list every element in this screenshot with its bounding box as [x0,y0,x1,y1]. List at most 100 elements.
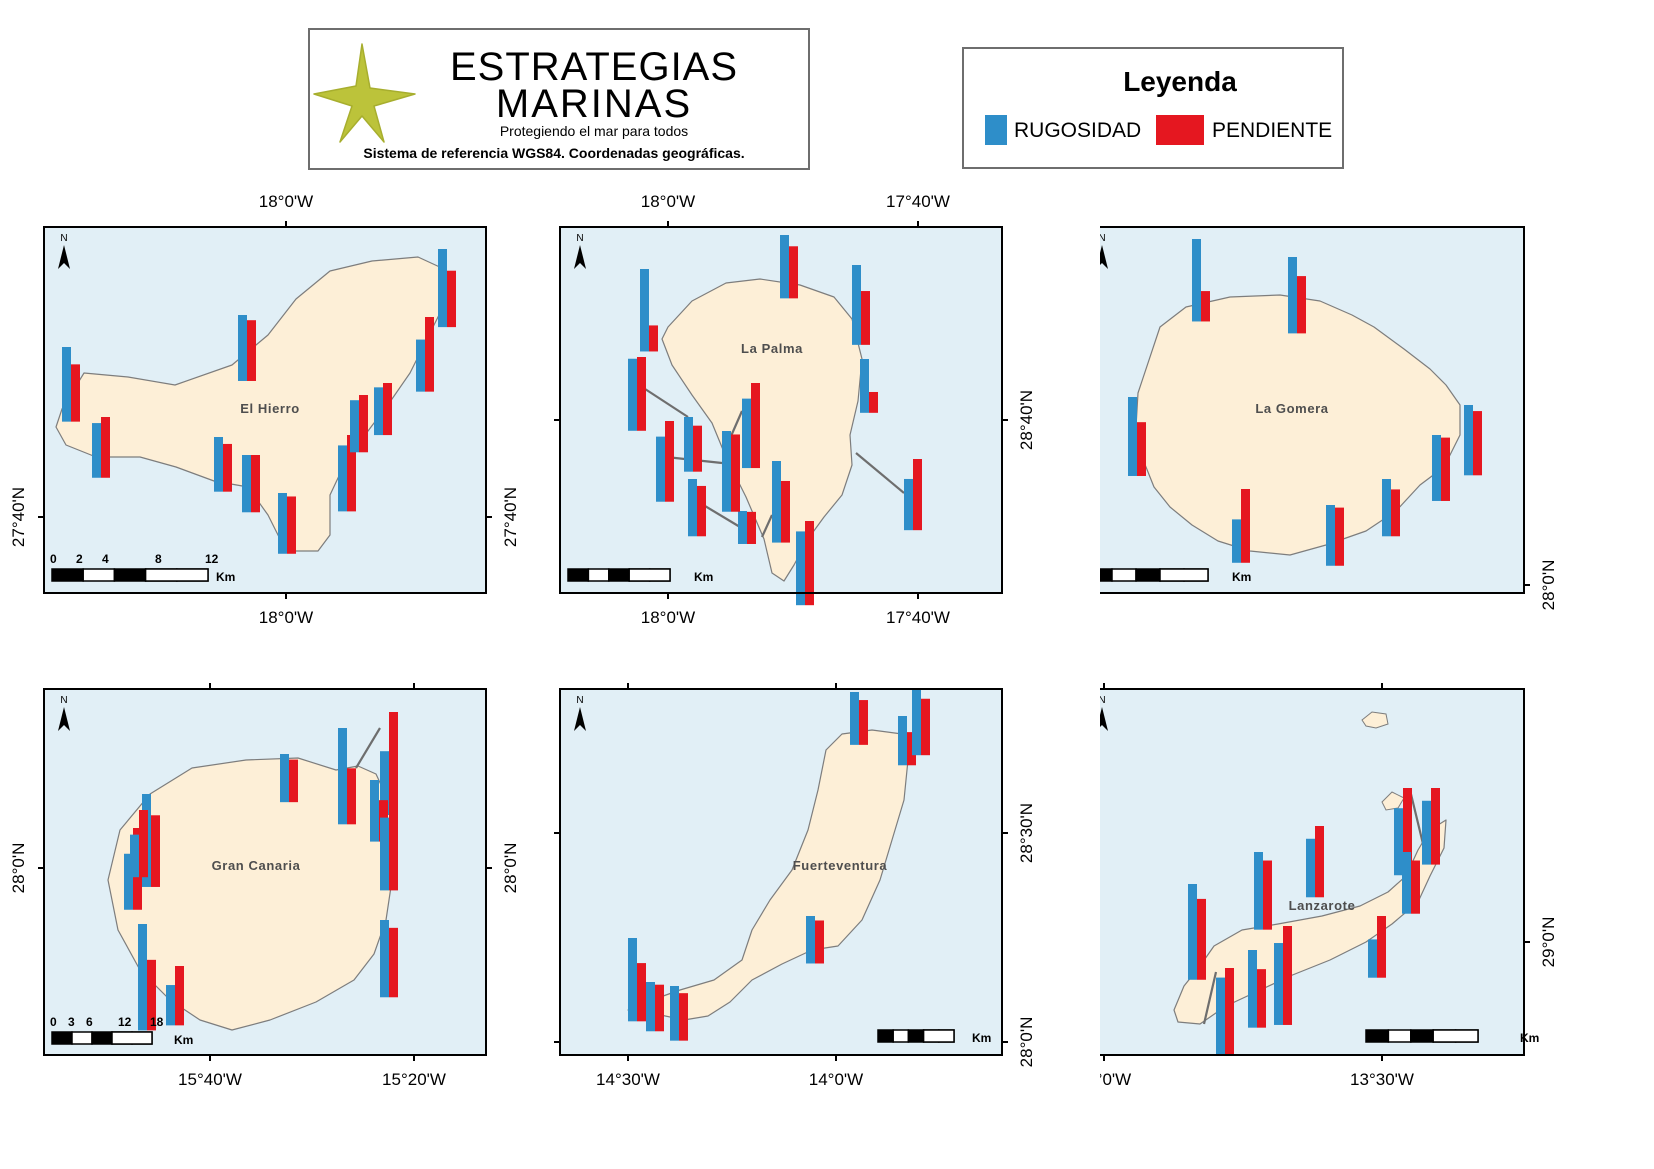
bar-pendiente-7 [1441,437,1450,501]
map-panel-gran-canaria: Gran CanariaN15°40'W15°20'W15°40'W15°20'… [9,683,520,1089]
bar-pendiente-4 [665,421,674,502]
bar-rugosidad-3 [670,986,679,1041]
scale-bar: 02,5510Km [1100,568,1251,584]
bar-rugosidad-2 [780,235,789,299]
bar-pendiente-8 [1473,411,1482,476]
bar-pendiente-9 [389,812,398,891]
bar-pendiente-4 [223,443,232,492]
bar-pendiente-5 [1257,969,1266,1028]
scale-tick-label: 18 [150,1015,164,1029]
map-content: Gran CanariaN15°40'W15°20'W15°40'W15°20'… [9,683,520,1089]
logo-title-line2: MARINAS [496,82,692,126]
bar-pendiente-10 [389,927,398,998]
map-frame [43,226,487,594]
label-right: 28°30'N [1017,803,1036,863]
bar-pendiente-6 [1283,926,1292,1025]
bar-pendiente-11 [139,810,148,878]
scale-bar: 0 2 4 8 12 Km [50,552,235,584]
legend-swatch-pendiente [1156,115,1204,145]
bar-pendiente-2 [1263,860,1272,930]
map-frame [559,688,1003,1056]
bar-rugosidad-10 [438,249,447,328]
bar-pendiente-7 [347,435,356,512]
label-bottom: 14°30'W [596,1070,660,1089]
scale-segment [113,568,147,582]
scale-segment-last [628,568,671,582]
bar-pendiente-3 [1315,826,1324,898]
scale-segment [877,1029,894,1043]
scale-unit: Km [174,1033,193,1047]
scale-tick-label: 2 [76,552,83,566]
bar-pendiente-1 [637,963,646,1022]
bar-pendiente-5 [697,485,706,537]
scale-segment [608,568,630,582]
bar-pendiente-11 [1197,938,1206,979]
bar-pendiente-4 [1241,489,1250,563]
bar-rugosidad-3 [1306,838,1315,898]
leader-line [1202,971,1218,1025]
label-bottom: 14°0'W [1100,1070,1131,1089]
scale-segment [51,568,84,582]
legend-graphic: Leyenda RUGOSIDAD PENDIENTE [985,66,1332,145]
bar-pendiente-5 [289,759,298,803]
map-frame [559,226,1003,594]
bar-pendiente-4 [815,920,824,964]
bar-pendiente-2 [151,815,160,887]
bar-pendiente-10 [869,391,878,413]
bar-rugosidad-8 [370,780,379,842]
island-label: El Hierro [240,401,300,416]
map-frame [1100,688,1525,1056]
logo-graphic: ESTRATEGIAS MARINAS Protegiendo el mar p… [313,43,745,161]
north-arrow-icon: N [574,695,586,731]
bar-pendiente-6 [347,768,356,825]
leader-line [699,502,741,528]
bar-pendiente-9 [751,383,760,469]
scale-tick-label: 3 [68,1015,75,1029]
bar-rugosidad-6 [278,493,287,554]
scale-segment-last [1432,1029,1479,1043]
bar-rugosidad-7 [338,445,347,512]
bar-pendiente-11 [359,395,368,453]
islet-alegranza [1361,711,1389,729]
leader-line [760,514,774,538]
label-left: 27°40'N [9,487,28,547]
bar-pendiente-1 [71,364,80,422]
bar-pendiente-5 [251,455,260,513]
bar-pendiente-1 [649,325,658,352]
map-frame [1100,226,1525,594]
map-panel-el-hierro: El Hierro N 18°0'W 18°0'W 27°40'N 27°40'N 0 2 4 8… [9,195,520,627]
label-top: 17°40'W [886,195,950,211]
scale-bar: 051020Km [1365,1029,1539,1045]
bar-rugosidad-11 [1188,938,1197,979]
bar-rugosidad-7 [796,531,805,606]
north-arrow-shape [1100,245,1108,269]
bar-rugosidad-8 [374,387,383,436]
island-label: Fuerteventura [793,858,888,873]
bar-pendiente-8 [383,383,392,436]
scale-tick-label: 4 [102,552,109,566]
bar-rugosidad-1 [1192,239,1201,322]
scale-segment [1387,1029,1412,1043]
label-right: 27°40'N [501,487,520,547]
label-left: 28°0'N [9,843,28,894]
bar-rugosidad-6 [898,716,907,766]
bar-rugosidad-4 [806,916,815,964]
legend-swatch-rugosidad [985,115,1007,145]
map-content: El Hierro N 18°0'W 18°0'W 27°40'N 27°40'N 0 2 4 8… [9,195,520,627]
leader-line [1408,789,1426,849]
bar-pendiente-6 [287,496,296,554]
bar-rugosidad-11 [350,400,359,453]
bar-rugosidad-4 [166,985,175,1026]
scale-segment [1365,1029,1390,1043]
bar-rugosidad-9 [742,398,751,469]
bar-rugosidad-7 [1368,939,1377,978]
bar-pendiente-2 [789,246,798,299]
north-arrow-icon: N [58,695,70,731]
bar-rugosidad-3 [1128,397,1137,476]
north-arrow-shape [574,245,586,269]
bar-pendiente-13 [781,480,790,543]
map-panel-lanzarote: LanzaroteN14°0'W13°30'W14°0'W13°30'W29°0… [1100,683,1558,1089]
bar-rugosidad-4 [1216,977,1225,1056]
map-content: La Palma N 18°0'W 17°40'W 18°0'W 17°40'W 28°40… [554,195,1036,627]
